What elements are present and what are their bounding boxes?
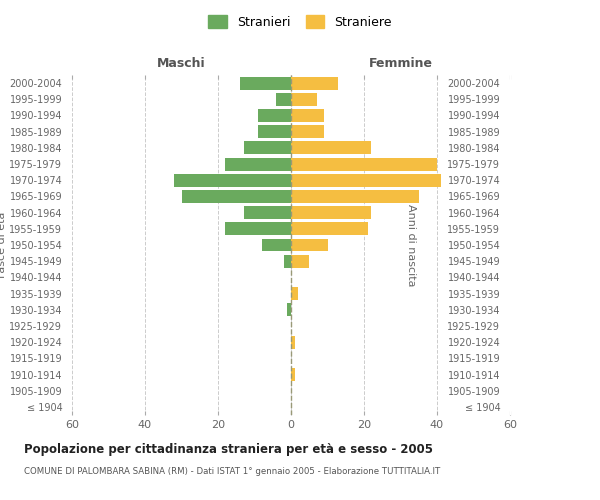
Bar (291, 206, 371, 219)
Bar (291, 142, 371, 154)
Bar (262, 238, 291, 252)
Bar (226, 158, 291, 170)
Bar (291, 76, 338, 90)
Text: COMUNE DI PALOMBARA SABINA (RM) - Dati ISTAT 1° gennaio 2005 - Elaborazione TUTT: COMUNE DI PALOMBARA SABINA (RM) - Dati I… (24, 468, 440, 476)
Bar (277, 93, 291, 106)
Y-axis label: Fasce di età: Fasce di età (0, 212, 7, 278)
Bar (291, 254, 309, 268)
Bar (291, 158, 437, 170)
Bar (291, 336, 295, 348)
Bar (291, 190, 419, 203)
Y-axis label: Anni di nascita: Anni di nascita (406, 204, 416, 286)
Bar (258, 125, 291, 138)
Bar (174, 174, 291, 186)
Bar (291, 93, 317, 106)
Bar (284, 254, 291, 268)
Bar (291, 109, 324, 122)
Bar (291, 222, 368, 235)
Text: Popolazione per cittadinanza straniera per età e sesso - 2005: Popolazione per cittadinanza straniera p… (24, 442, 433, 456)
Bar (291, 174, 440, 186)
Bar (240, 76, 291, 90)
Bar (291, 125, 324, 138)
Text: Femmine: Femmine (368, 57, 433, 70)
Bar (258, 109, 291, 122)
Bar (287, 304, 291, 316)
Bar (291, 287, 298, 300)
Bar (182, 190, 291, 203)
Legend: Stranieri, Straniere: Stranieri, Straniere (205, 11, 395, 32)
Bar (291, 368, 295, 381)
Bar (244, 206, 291, 219)
Bar (244, 142, 291, 154)
Bar (291, 238, 328, 252)
Text: Maschi: Maschi (157, 57, 206, 70)
Bar (226, 222, 291, 235)
